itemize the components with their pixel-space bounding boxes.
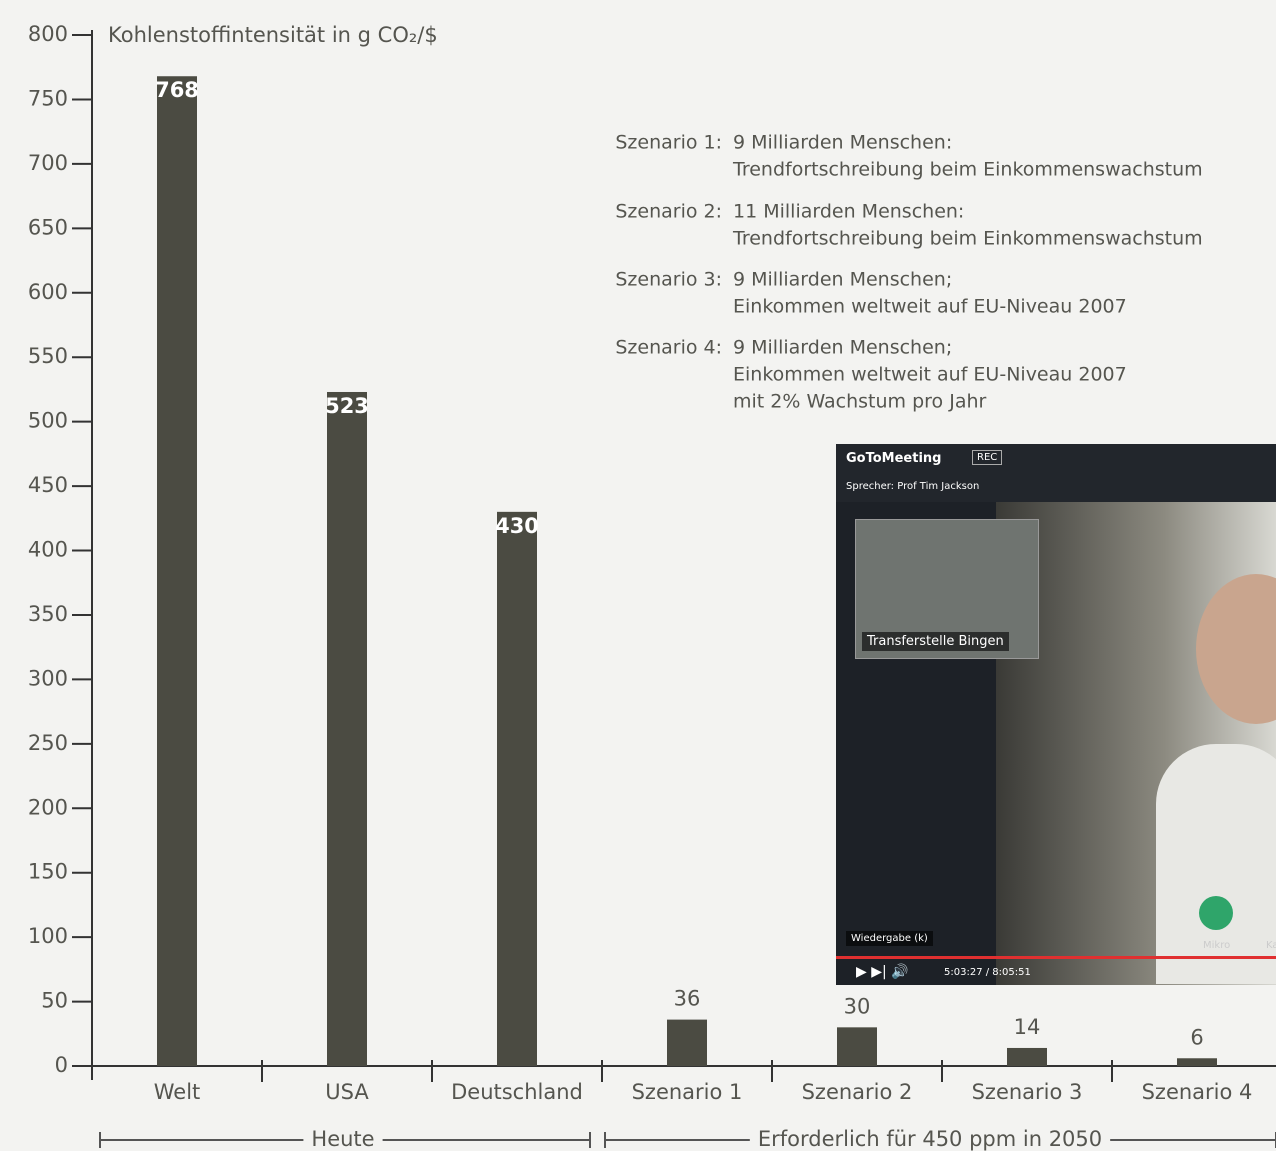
y-tick-label: 150 [28,860,68,884]
bar [1177,1058,1217,1066]
x-tick-label: Szenario 2 [802,1080,913,1104]
group-label: Erforderlich für 450 ppm in 2050 [758,1127,1102,1151]
y-tick-label: 650 [28,215,68,239]
x-tick-label: Szenario 3 [972,1080,1083,1104]
playback-label: Wiedergabe (k) [846,931,933,946]
chart-title: Kohlenstoffintensität in g CO₂/$ [108,23,438,47]
note-line: Einkommen weltweit auf EU-Niveau 2007 [733,296,1127,318]
y-tick-label: 300 [28,666,68,690]
note-label: Szenario 2: [615,201,722,223]
time: 5:03:27 / 8:05:51 [944,967,1031,978]
note-line: 9 Milliarden Menschen; [733,269,952,291]
x-tick-label: Deutschland [451,1080,583,1104]
value-label: 30 [844,994,871,1018]
tile-label: Transferstelle Bingen [862,632,1009,651]
x-tick-label: Welt [154,1080,201,1104]
y-tick-label: 100 [28,924,68,948]
header [836,444,1276,502]
note-line: 9 Milliarden Menschen: [733,132,952,154]
value-label: 523 [325,394,369,418]
bar [837,1027,877,1066]
y-tick-label: 400 [28,538,68,562]
y-tick-label: 500 [28,409,68,433]
play-controls[interactable]: ▶ ▶| 🔊 [856,964,909,980]
speaker-shirt [1156,744,1276,984]
value-label: 6 [1190,1025,1203,1049]
bar [497,511,537,1066]
x-tick-label: Szenario 4 [1142,1080,1253,1104]
y-tick-label: 750 [28,86,68,110]
progress-bar[interactable] [836,956,1276,959]
note-label: Szenario 1: [615,132,722,154]
note-line: mit 2% Wachstum pro Jahr [733,391,987,413]
mic-label: Mikro [1203,940,1231,951]
note-line: Trendfortschreibung beim Einkommenswachs… [732,159,1203,181]
meeting-window: GoToMeeting REC Sprecher: Prof Tim Jacks… [836,444,1276,985]
bar [1007,1047,1047,1066]
group-label-bg [749,1127,1111,1151]
note-line: 11 Milliarden Menschen: [733,201,964,223]
y-tick-label: 450 [28,473,68,497]
x-tick-label: USA [325,1080,369,1104]
mic-button[interactable] [1199,896,1233,930]
y-tick-label: 600 [28,280,68,304]
y-tick-label: 550 [28,344,68,368]
app-name[interactable]: GoToMeeting [846,451,942,466]
y-tick-label: 50 [41,989,68,1013]
group-label: Heute [311,1127,374,1151]
cam-label: Ka [1266,940,1276,951]
note-label: Szenario 4: [615,337,722,359]
bar [157,76,197,1067]
y-tick-label: 250 [28,731,68,755]
value-label: 768 [155,78,199,102]
value-label: 36 [674,987,701,1011]
y-tick-label: 800 [28,22,68,46]
group-label-bg [303,1127,383,1151]
y-tick-label: 200 [28,795,68,819]
speaker: Sprecher: Prof Tim Jackson [846,481,980,492]
note-line: Einkommen weltweit auf EU-Niveau 2007 [733,364,1127,386]
note-line: Trendfortschreibung beim Einkommenswachs… [732,228,1203,250]
note-label: Szenario 3: [615,269,722,291]
y-tick-label: 700 [28,151,68,175]
rec-badge: REC [972,450,1003,465]
note-line: 9 Milliarden Menschen; [733,337,952,359]
x-tick-label: Szenario 1 [632,1080,743,1104]
bar [667,1019,707,1066]
value-label: 14 [1014,1015,1041,1039]
y-tick-label: 0 [55,1053,68,1077]
y-tick-label: 350 [28,602,68,626]
value-label: 430 [495,514,539,538]
bar [327,391,367,1066]
